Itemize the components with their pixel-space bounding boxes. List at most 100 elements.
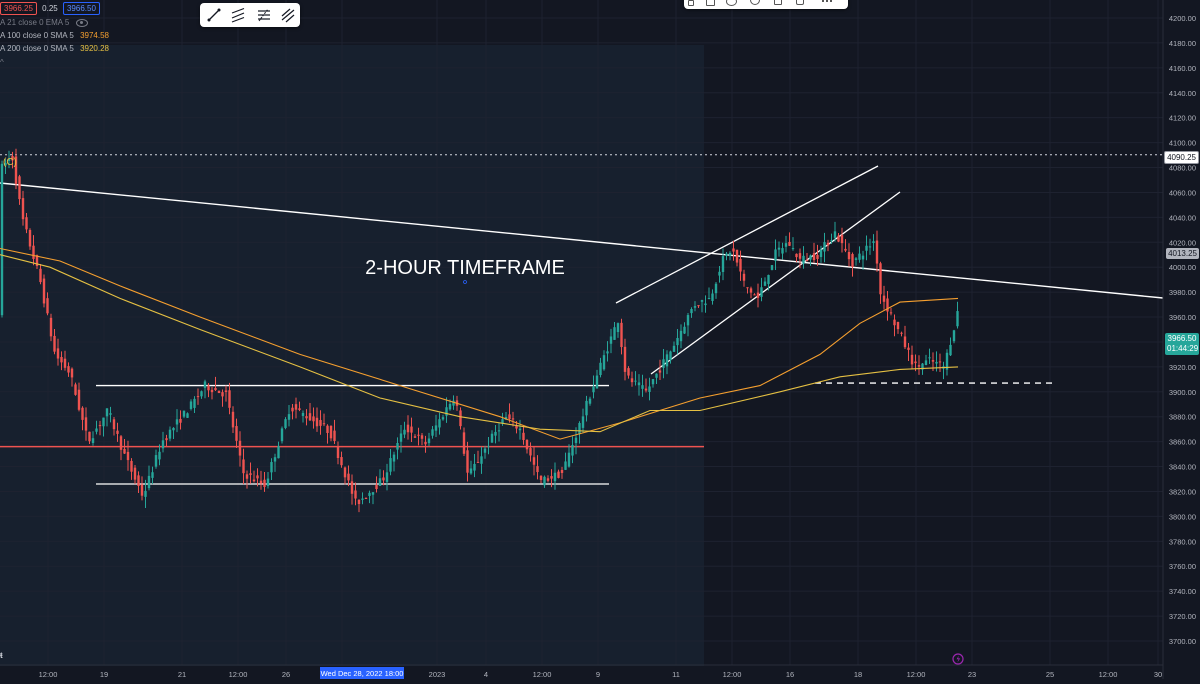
candle-body — [350, 481, 354, 494]
candle-body — [763, 281, 767, 286]
price-tick-label: 3760.00 — [1169, 562, 1196, 571]
candle-body — [417, 434, 420, 436]
time-cursor-label: Wed Dec 28, 2022 18:00 — [320, 667, 404, 679]
legend-sma-200[interactable]: A 200 close 0 SMA 5 3920.28 — [0, 44, 109, 53]
candle-body — [900, 332, 903, 334]
candle-body — [560, 469, 564, 473]
current-price-label: 3966.50 01:44:29 — [1165, 333, 1199, 355]
candle-body — [655, 373, 658, 378]
price-tick-label: 3820.00 — [1169, 487, 1196, 496]
candle-body — [354, 490, 357, 499]
candle-body — [907, 347, 910, 350]
candle-body — [812, 253, 816, 261]
candle-body — [385, 472, 389, 482]
lock-toggle-icon[interactable] — [774, 0, 782, 5]
settings-tool-icon[interactable] — [750, 0, 760, 5]
candle-body — [238, 440, 242, 456]
trash-tool-icon[interactable] — [796, 0, 804, 5]
candle-body — [182, 410, 186, 417]
candle-body — [679, 330, 683, 342]
candle-body — [207, 385, 210, 391]
candle-body — [441, 417, 445, 420]
price-tick-label: 3740.00 — [1169, 587, 1196, 596]
candle-body — [641, 385, 644, 389]
price-tick-label: 3720.00 — [1169, 612, 1196, 621]
brush-tool-icon[interactable] — [688, 0, 694, 6]
price-box-blue: 3966.50 — [62, 2, 100, 15]
candle-body — [126, 451, 130, 461]
candle-body — [259, 480, 263, 484]
candle-body — [431, 429, 434, 436]
candle-body — [627, 368, 630, 376]
price-tick-label: 3860.00 — [1169, 438, 1196, 447]
visibility-tool-icon[interactable] — [726, 0, 737, 6]
candle-body — [375, 485, 378, 489]
legend-collapse-icon[interactable]: ^ — [0, 58, 4, 67]
candle-body — [536, 466, 539, 473]
fib-tool-icon[interactable] — [256, 7, 272, 23]
candle-body — [893, 319, 896, 326]
eye-icon[interactable] — [75, 18, 88, 27]
descending-trendline — [0, 182, 1164, 299]
candle-body — [886, 298, 889, 312]
candle-body — [672, 345, 676, 352]
candle-body — [917, 365, 921, 367]
trend-line-tool-icon[interactable] — [206, 7, 222, 23]
candle-body — [823, 242, 826, 252]
price-tick-label: 4080.00 — [1169, 164, 1196, 173]
high-price-label: 4090.25 — [1164, 151, 1199, 164]
candle-body — [844, 248, 847, 251]
price-tick-label: 4180.00 — [1169, 39, 1196, 48]
candle-body — [896, 321, 900, 330]
candle-body — [312, 416, 315, 422]
candle-body — [851, 254, 854, 267]
lock-tool-icon[interactable] — [706, 0, 715, 6]
candle-body — [466, 450, 469, 473]
candle-body — [837, 235, 840, 242]
alert-icon[interactable] — [952, 653, 964, 665]
selection-toolbar — [684, 0, 848, 9]
candle-body — [571, 444, 574, 456]
candle-body — [620, 322, 623, 348]
candle-body — [109, 413, 112, 415]
candle-body — [865, 245, 868, 251]
price-tick-label: 4000.00 — [1169, 263, 1196, 272]
candle-body — [25, 217, 28, 230]
time-tick-label: 12:00 — [1099, 670, 1118, 679]
candle-body — [305, 416, 308, 419]
candle-body — [133, 467, 137, 480]
candle-body — [277, 446, 280, 459]
candle-body — [515, 425, 518, 429]
candle-body — [270, 462, 273, 473]
candle-body — [336, 446, 340, 459]
time-tick-label: 23 — [968, 670, 976, 679]
legend-ema-21[interactable]: A 21 close 0 EMA 5 — [0, 16, 88, 29]
candle-body — [588, 398, 592, 404]
candle-body — [63, 358, 67, 368]
price-tick-label: 4040.00 — [1169, 213, 1196, 222]
pitchfork-tool-icon[interactable] — [280, 7, 296, 23]
candle-body — [154, 455, 158, 467]
time-tick-label: 21 — [178, 670, 186, 679]
more-tool-icon[interactable] — [822, 0, 832, 4]
candle-body — [378, 478, 382, 486]
candle-body — [749, 288, 753, 293]
candle-body — [662, 359, 665, 368]
candle-body — [592, 386, 595, 393]
legend-sma-100[interactable]: A 100 close 0 SMA 5 3974.58 — [0, 31, 109, 40]
candle-body — [438, 419, 441, 428]
candle-body — [623, 346, 627, 372]
candle-body — [753, 294, 756, 296]
candle-body — [707, 298, 711, 300]
candle-body — [578, 422, 581, 434]
candle-body — [802, 255, 805, 264]
candle-body — [28, 229, 32, 247]
candle-body — [193, 398, 196, 408]
candle-body — [224, 390, 228, 392]
parallel-channel-tool-icon[interactable] — [230, 7, 246, 23]
candle-body — [298, 408, 301, 410]
candle-body — [291, 407, 294, 412]
candle-body — [665, 354, 669, 367]
